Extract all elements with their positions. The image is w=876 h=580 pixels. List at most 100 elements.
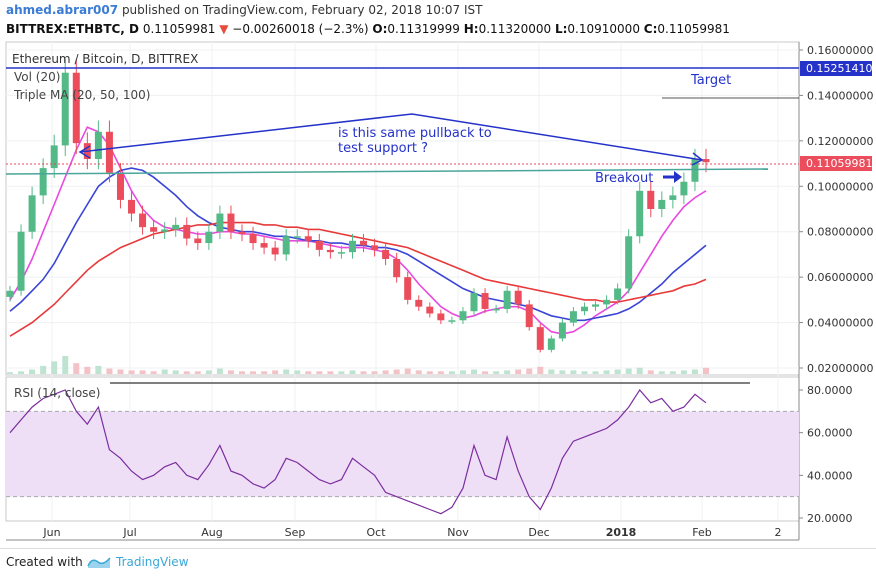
candle-body: [636, 190, 644, 237]
candle-body: [17, 231, 25, 291]
candle-body: [6, 290, 14, 297]
volume-bars: [7, 356, 709, 374]
candle-body: [172, 224, 180, 230]
volume-bar: [128, 370, 135, 374]
volume-bar: [183, 371, 190, 374]
ma-line-ma100: [9, 221, 707, 337]
volume-bar: [526, 368, 533, 374]
rsi-tick-label: 40.0000: [807, 469, 853, 482]
candle-body: [603, 299, 611, 305]
candle-body: [105, 131, 113, 173]
candle-body: [128, 199, 136, 214]
open-value: 0.11319999: [387, 22, 460, 36]
candle-body: [194, 238, 202, 244]
candle-body: [150, 227, 158, 232]
rsi-polyline: [9, 389, 707, 515]
time-tick-label: Dec: [528, 526, 549, 539]
candle-body: [94, 131, 102, 160]
candle-body: [614, 288, 622, 300]
candle-body: [569, 311, 577, 323]
footer: Created with TradingView: [0, 548, 876, 580]
volume-bar: [614, 369, 621, 374]
volume-bar: [537, 366, 544, 374]
volume-bar: [95, 365, 102, 374]
volume-bar: [161, 369, 168, 374]
volume-bar: [305, 371, 312, 374]
publish-info: ahmed.abrar007 published on TradingView.…: [6, 3, 482, 17]
time-tick-label: Jul: [122, 526, 136, 539]
price-tick-label: 0.14000000: [807, 89, 873, 102]
chart-canvas[interactable]: 0.16000000 0.14000000 0.12000000 0.10000000…: [0, 0, 876, 548]
time-axis: Jun Jul Aug Sep Oct Nov Dec 2018 Feb 2: [42, 526, 781, 539]
volume-bar: [194, 371, 201, 374]
volume-bar: [570, 370, 577, 374]
volume-bar: [415, 370, 422, 374]
volume-bar: [227, 370, 234, 374]
candle-body: [161, 229, 169, 232]
candle-body: [426, 306, 434, 314]
price-tick-label: 0.08000000: [807, 226, 873, 239]
candle-body: [547, 338, 555, 350]
rsi-band-fill: [6, 411, 799, 497]
candle-body: [326, 249, 334, 253]
volume-bar: [338, 371, 345, 374]
candle-body: [72, 72, 80, 144]
support-trendline[interactable]: [5, 168, 769, 175]
candle-body: [315, 240, 323, 250]
candle-body: [139, 213, 147, 228]
volume-bar: [172, 370, 179, 374]
volume-bar: [239, 371, 245, 374]
current-price-badge-text: 0.11059981: [806, 157, 872, 170]
candle-body: [647, 190, 655, 209]
volume-bar: [62, 356, 69, 374]
created-with-text: Created with: [6, 555, 83, 569]
target-price-badge-text: 0.15251410: [806, 62, 872, 75]
price-tick-label: 0.10000000: [807, 180, 873, 193]
author-name[interactable]: ahmed.abrar007: [6, 3, 119, 17]
volume-bar: [471, 369, 477, 374]
ma-legend: Triple MA (20, 50, 100): [13, 88, 150, 102]
volume-bar: [349, 370, 356, 374]
pullback-path-line[interactable]: [79, 113, 703, 161]
volume-bar: [404, 368, 411, 374]
rsi-tick-label: 80.0000: [807, 384, 853, 397]
volume-bar: [559, 370, 566, 374]
candle-body: [514, 290, 522, 305]
volume-bar: [250, 371, 257, 374]
candle-body: [437, 313, 445, 321]
time-tick-label: 2018: [606, 526, 637, 539]
candle-body: [580, 306, 588, 312]
time-tick-label: Nov: [447, 526, 469, 539]
volume-bar: [283, 369, 290, 374]
candle-body: [492, 308, 500, 311]
volume-bar: [647, 370, 654, 374]
candle-body: [337, 252, 345, 254]
tradingview-link[interactable]: TradingView: [116, 555, 189, 569]
symbol-label: BITTREX:ETHBTC, D: [6, 22, 140, 36]
ma-line-ma20: [9, 126, 707, 335]
price-candles: [6, 59, 710, 353]
candle-body: [61, 72, 69, 146]
volume-bar: [493, 371, 500, 374]
candle-body: [382, 249, 390, 259]
candle-body: [415, 299, 423, 307]
volume-bar: [515, 369, 522, 374]
volume-bar: [117, 369, 124, 374]
candle-body: [525, 304, 533, 328]
candle-body: [470, 293, 478, 312]
candle-body: [536, 327, 544, 350]
time-tick-label: Jun: [42, 526, 60, 539]
rsi-band: [6, 410, 799, 498]
time-tick-label: Oct: [366, 526, 386, 539]
volume-bar: [360, 371, 367, 374]
volume-bar: [548, 369, 555, 374]
volume-bar: [216, 368, 223, 374]
candle-body: [702, 159, 710, 163]
volume-bar: [272, 370, 279, 374]
volume-bar: [371, 371, 378, 374]
published-text: published on TradingView.com, February 0…: [121, 3, 483, 17]
price-tick-label: 0.12000000: [807, 135, 873, 148]
right-arrow-head-icon: [691, 152, 704, 166]
tradingview-logo-icon: [87, 557, 111, 568]
time-tick-label: Sep: [285, 526, 306, 539]
